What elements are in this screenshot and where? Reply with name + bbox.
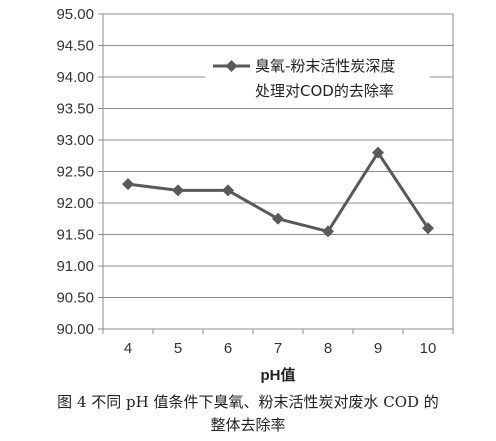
data-point [122,178,134,191]
data-point [322,225,334,238]
legend-entry-line1: 臭氧-粉末活性炭深度 [255,57,395,75]
y-tick-label: 95.00 [56,6,94,23]
x-tick-label: 4 [124,340,132,357]
line-chart: 90.00 90.50 91.00 91.50 92.00 92.50 93.00 93.50… [56,6,454,384]
figure-caption-line1: 图 4 不同 pH 值条件下臭氧、粉末活性炭对废水 COD 的 [57,393,439,411]
data-point [422,222,434,235]
data-point [222,184,234,197]
y-tick-label: 92.00 [56,195,94,212]
data-point [372,146,384,159]
x-tick-label: 7 [274,340,282,357]
y-tick-label: 94.50 [56,38,94,55]
figure-caption-line2: 整体去除率 [210,416,286,434]
series-group [122,146,434,238]
data-point [172,184,184,197]
y-tick-label: 91.50 [56,227,94,244]
legend: 臭氧-粉末活性炭深度 处理对COD的去除率 [205,50,430,104]
y-tick-label: 94.00 [56,69,94,86]
y-tick-label: 90.50 [56,290,94,307]
legend-entry-line2: 处理对COD的去除率 [255,82,394,100]
legend-box [205,50,430,104]
x-tick-label: 9 [374,340,382,357]
x-tick-label: 6 [224,340,232,357]
data-point [272,212,284,225]
x-tick-label: 8 [324,340,332,357]
y-tick-label: 90.00 [56,321,94,338]
x-axis-label: pH值 [261,366,296,384]
y-tick-label: 93.50 [56,101,94,118]
x-tick-label: 5 [174,340,182,357]
x-tick-label: 10 [420,340,437,357]
y-tick-label: 92.50 [56,164,94,181]
y-tick-label: 91.00 [56,258,94,275]
x-axis-ticks: 4 5 6 7 8 9 10 [102,329,454,357]
y-tick-label: 93.00 [56,132,94,149]
y-axis-ticks: 90.00 90.50 91.00 91.50 92.00 92.50 93.00 93.50… [56,6,103,338]
legend-marker [225,60,238,72]
